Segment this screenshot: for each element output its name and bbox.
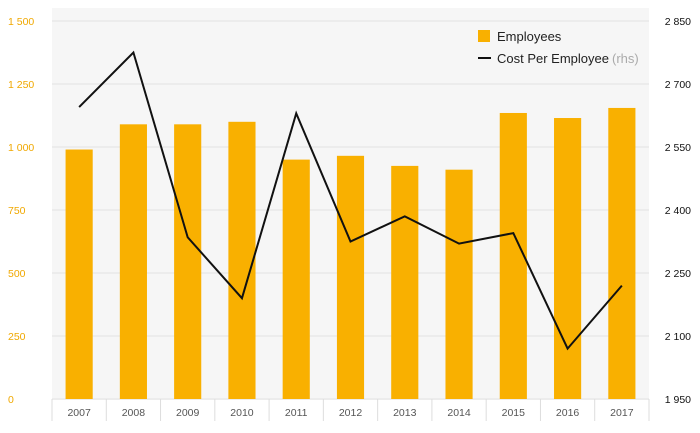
- y-left-tick-label: 1 250: [8, 79, 34, 91]
- bar-employees: [119, 124, 147, 399]
- line-cost-per-employee: [78, 50, 623, 351]
- bar-employees: [336, 155, 365, 399]
- x-tick-label: 2009: [176, 407, 200, 419]
- cost-line: [78, 50, 623, 351]
- bar-employees: [228, 121, 256, 400]
- bar-employees: [554, 118, 582, 400]
- x-tick-label: 2007: [67, 407, 91, 419]
- x-tick-label: 2013: [393, 407, 417, 419]
- x-tick-label: 2008: [122, 407, 146, 419]
- bar-employees: [282, 159, 310, 399]
- x-tick-label: 2010: [230, 407, 254, 419]
- y-right-tick-label: 2 850: [665, 16, 691, 28]
- bar-employees: [174, 124, 202, 399]
- legend-cost-note: (rhs): [612, 50, 639, 66]
- bar-employees: [391, 165, 419, 399]
- x-tick-label: 2011: [285, 407, 308, 419]
- y-left-tick-label: 500: [8, 268, 26, 280]
- cost-swatch: [478, 57, 491, 59]
- bar-employees: [445, 169, 473, 399]
- legend-cost-label: Cost Per Employee: [497, 50, 609, 66]
- employees-swatch: [478, 30, 490, 42]
- y-right-tick-label: 2 250: [665, 268, 691, 280]
- y-left-tick-label: 1 000: [8, 142, 34, 154]
- y-right-tick-label: 2 700: [665, 79, 691, 91]
- y-right-tick-label: 2 400: [665, 205, 691, 217]
- axes: 0 1 950 250 2 100 500 2 250 750 2 400 1 000 2 550…: [8, 16, 691, 421]
- y-left-tick-label: 1 500: [8, 16, 34, 28]
- employee-bars: [65, 107, 636, 400]
- y-right-tick-label: 2 550: [665, 142, 691, 154]
- bar-employees: [608, 107, 636, 399]
- x-tick-label: 2016: [556, 407, 580, 419]
- x-tick-label: 2012: [339, 407, 363, 419]
- y-right-tick-label: 2 100: [665, 331, 691, 343]
- legend-employees-label: Employees: [497, 28, 562, 44]
- legend: Employees Cost Per Employee (rhs): [478, 26, 639, 70]
- x-tick-label: 2015: [502, 407, 526, 419]
- x-tick-label: 2014: [447, 407, 471, 419]
- y-right-tick-label: 1 950: [665, 394, 691, 406]
- y-left-tick-label: 750: [8, 205, 26, 217]
- bar-employees: [499, 112, 527, 399]
- bar-employees: [65, 149, 93, 399]
- legend-item-cost: Cost Per Employee (rhs): [478, 48, 639, 68]
- legend-item-employees: Employees: [478, 26, 639, 46]
- y-left-tick-label: 250: [8, 331, 26, 343]
- x-tick-label: 2017: [610, 407, 634, 419]
- y-left-tick-label: 0: [8, 394, 14, 406]
